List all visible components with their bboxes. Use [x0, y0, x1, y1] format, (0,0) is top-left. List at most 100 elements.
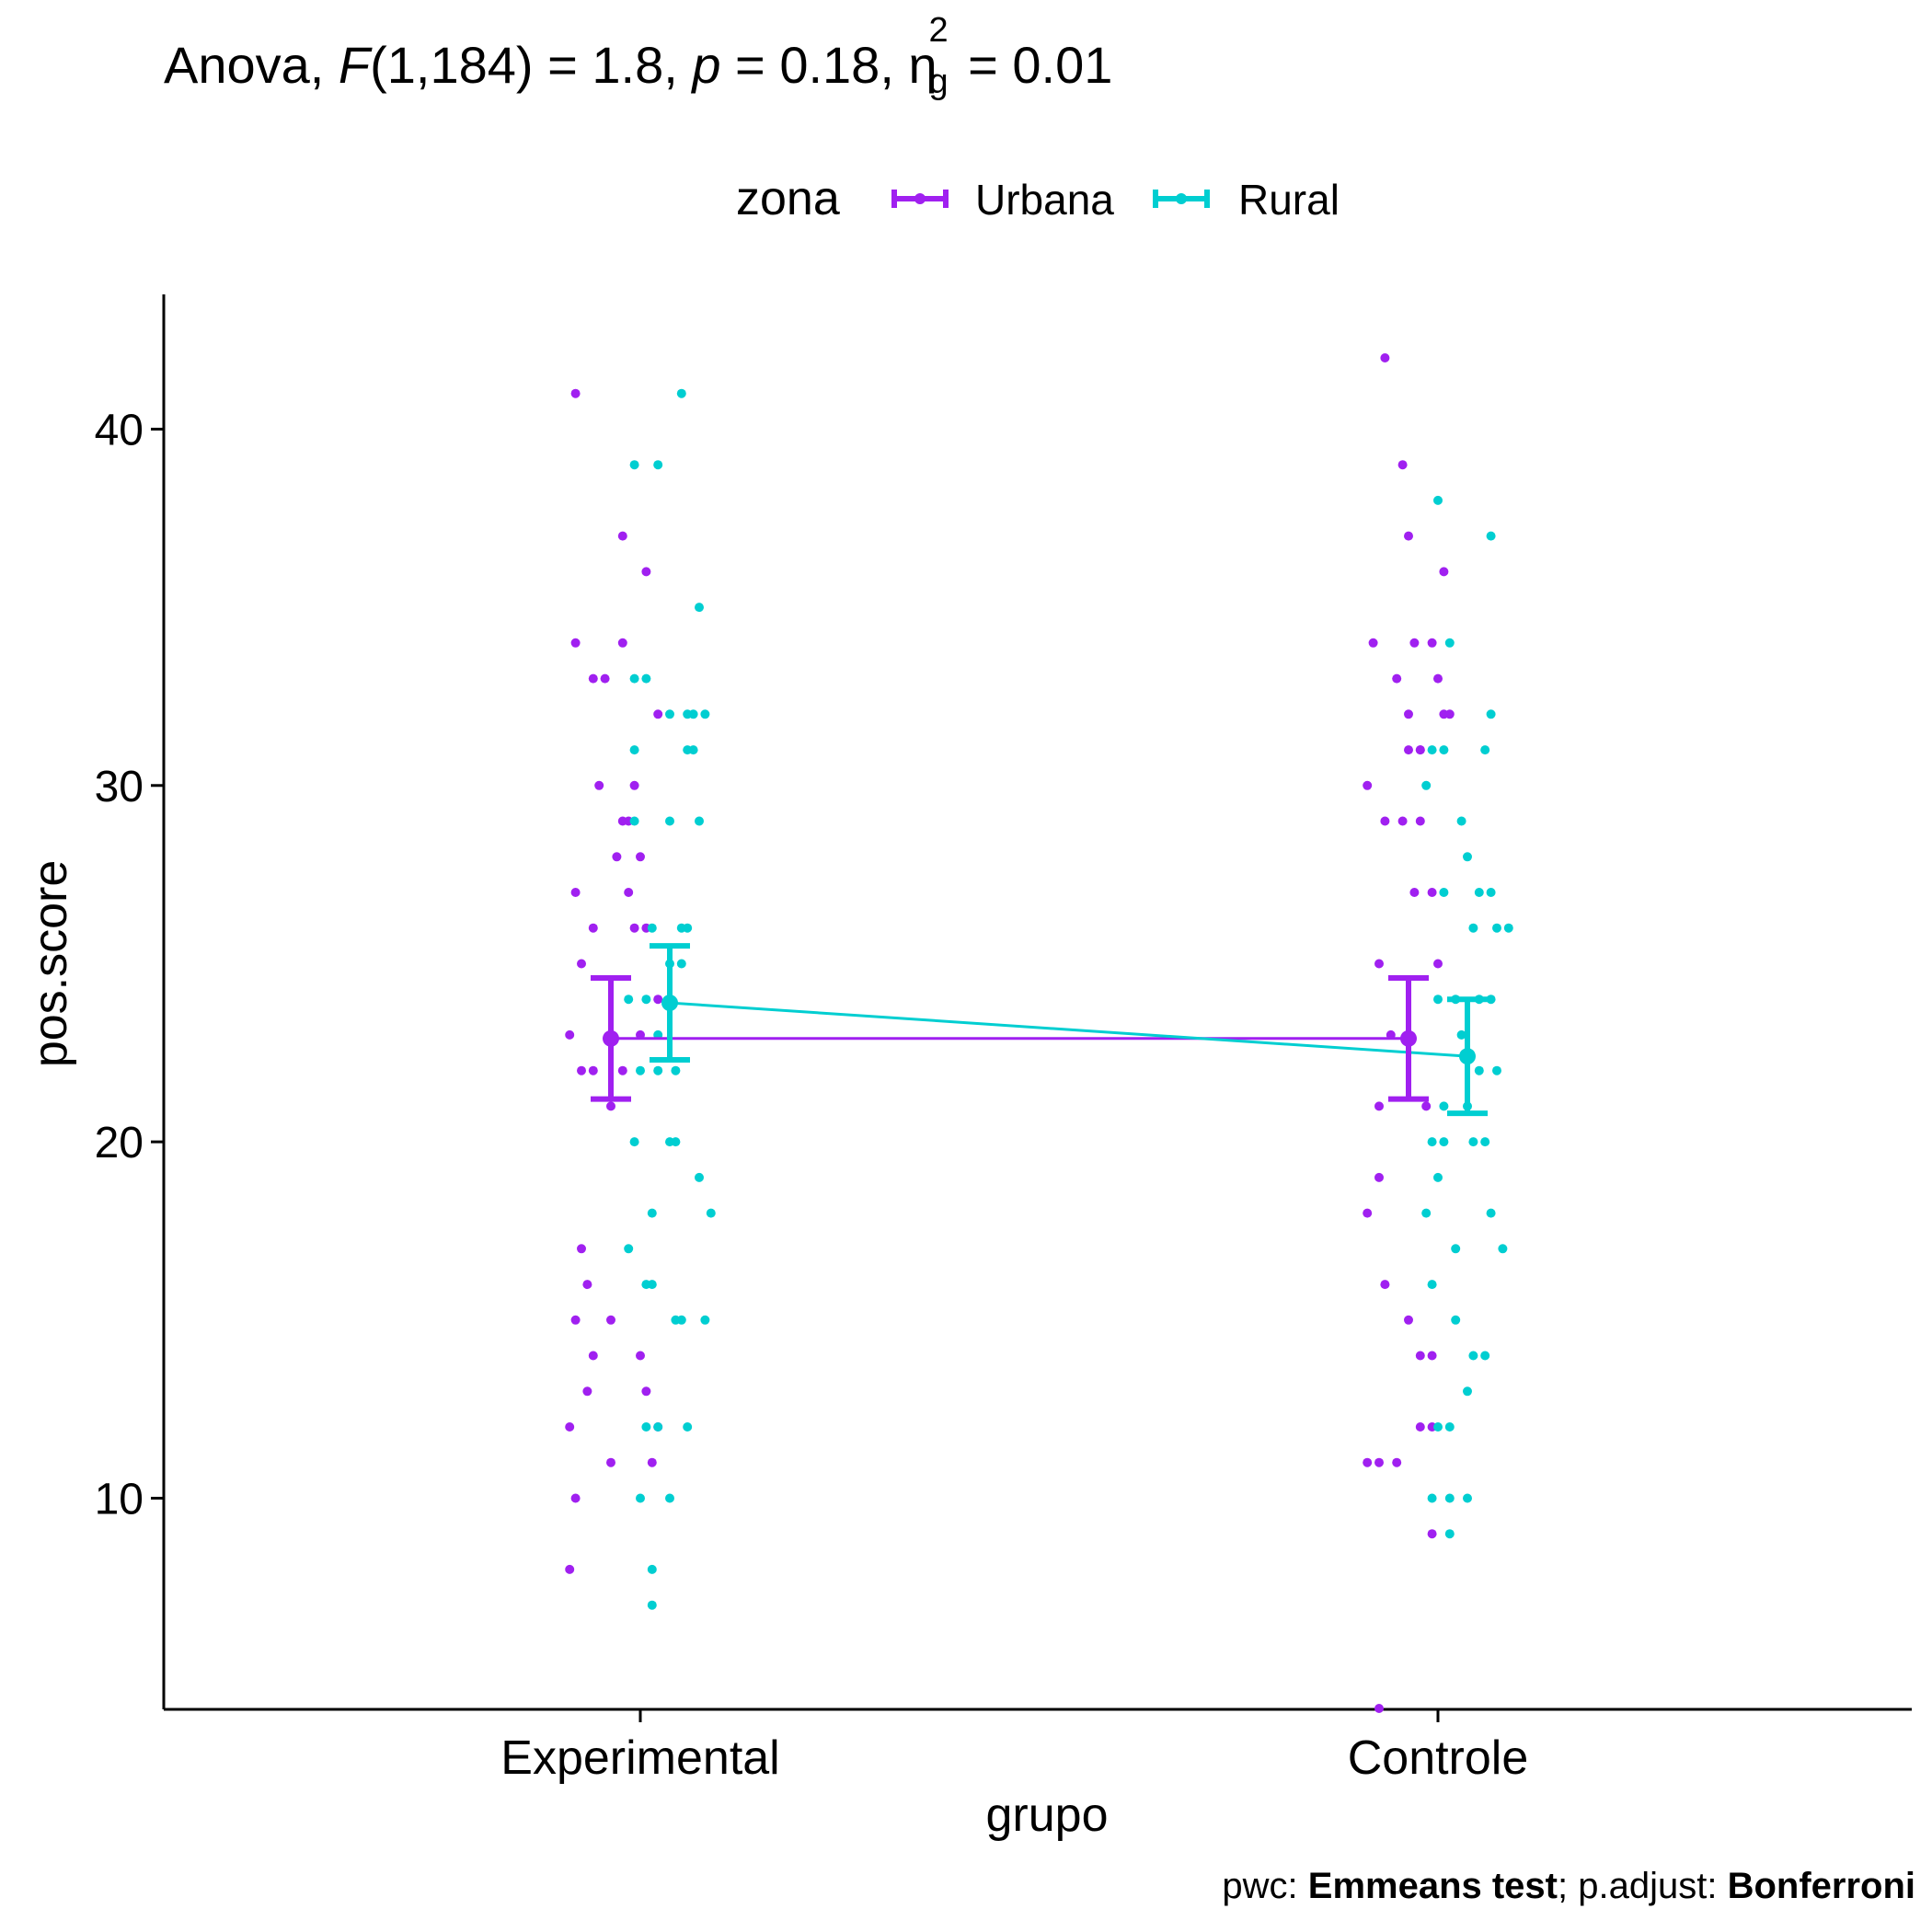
data-point-rural-controle-23: [1492, 1065, 1501, 1075]
mean-point-rural-experimental: [661, 995, 678, 1012]
data-point-rural-controle-12: [1474, 888, 1484, 897]
data-point-rural-experimental-43: [700, 709, 710, 719]
data-point-urbana-controle-1: [1397, 460, 1408, 470]
caption-pwc-label: pwc:: [1222, 1866, 1308, 1906]
x-tick-label-controle: Controle: [1348, 1731, 1529, 1785]
data-point-urbana-controle-17: [1374, 959, 1384, 969]
mean-point-rural-controle: [1459, 1048, 1476, 1065]
data-point-rural-controle-6: [1439, 888, 1449, 897]
data-point-urbana-experimental-10: [570, 888, 581, 897]
data-point-urbana-controle-36: [1374, 1704, 1384, 1713]
data-point-urbana-experimental-33: [570, 1493, 581, 1503]
data-point-urbana-controle-2: [1404, 531, 1413, 541]
data-point-rural-controle-41: [1444, 1493, 1455, 1503]
data-point-rural-controle-26: [1468, 1137, 1478, 1147]
data-point-rural-controle-8: [1468, 923, 1478, 933]
data-point-rural-controle-13: [1486, 888, 1496, 897]
legend-label-urbana: Urbana: [975, 176, 1114, 224]
data-point-rural-controle-16: [1433, 995, 1443, 1005]
data-point-rural-experimental-16: [624, 995, 634, 1005]
data-point-urbana-experimental-12: [629, 923, 639, 933]
data-point-rural-experimental-7: [665, 709, 674, 719]
title-p-symbol: p: [692, 36, 721, 94]
data-point-rural-experimental-5: [641, 673, 651, 684]
x-tick-label-experimental: Experimental: [500, 1731, 779, 1785]
data-point-urbana-experimental-13: [577, 959, 586, 969]
data-point-rural-controle-32: [1427, 1280, 1437, 1290]
title-f-args: (1,184) = 1.8,: [370, 36, 693, 94]
data-point-urbana-experimental-14: [612, 852, 622, 862]
data-point-rural-controle-39: [1444, 1422, 1455, 1432]
data-point-rural-experimental-38: [665, 1493, 674, 1503]
data-point-rural-controle-4: [1421, 780, 1432, 790]
caption-pwc-value: Emmeans test: [1307, 1866, 1558, 1906]
data-point-rural-experimental-42: [688, 745, 698, 755]
data-point-rural-controle-29: [1421, 1208, 1432, 1218]
data-point-rural-controle-34: [1451, 1315, 1461, 1325]
data-point-rural-controle-10: [1486, 709, 1496, 719]
data-point-urbana-experimental-2: [570, 638, 581, 648]
data-point-rural-controle-11: [1463, 852, 1472, 862]
data-point-urbana-controle-6: [1409, 638, 1420, 648]
data-point-urbana-controle-26: [1380, 1280, 1390, 1290]
data-point-urbana-controle-13: [1415, 745, 1425, 755]
data-point-rural-controle-42: [1463, 1493, 1472, 1503]
mean-point-urbana-controle: [1400, 1029, 1417, 1047]
data-point-rural-experimental-10: [629, 816, 639, 826]
data-point-rural-controle-33: [1451, 1244, 1461, 1254]
data-point-urbana-controle-27: [1404, 1315, 1413, 1325]
data-point-rural-controle-5: [1486, 531, 1496, 541]
data-point-urbana-controle-11: [1397, 816, 1408, 826]
data-point-rural-experimental-36: [683, 1422, 693, 1432]
data-point-rural-controle-19: [1486, 995, 1496, 1005]
data-point-urbana-controle-9: [1433, 673, 1443, 684]
mean-line-rural: [669, 1001, 1468, 1058]
data-point-rural-controle-30: [1486, 1208, 1496, 1218]
y-tick-label-40: 40: [95, 406, 144, 454]
data-point-rural-controle-2: [1439, 745, 1449, 755]
legend-title: zona: [736, 172, 840, 225]
data-point-urbana-experimental-8: [594, 780, 604, 790]
data-point-rural-experimental-44: [636, 1065, 645, 1075]
data-point-urbana-experimental-16: [565, 1029, 575, 1040]
data-point-rural-controle-3: [1444, 638, 1455, 648]
data-point-urbana-experimental-29: [582, 1386, 592, 1397]
data-point-urbana-experimental-25: [570, 1315, 581, 1325]
data-point-rural-controle-43: [1444, 1529, 1455, 1539]
data-point-urbana-experimental-39: [588, 923, 598, 933]
data-point-rural-controle-28: [1433, 1172, 1443, 1182]
data-point-urbana-experimental-18: [577, 1065, 586, 1075]
data-point-urbana-controle-14: [1363, 780, 1373, 790]
data-point-urbana-controle-4: [1368, 638, 1378, 648]
data-point-rural-experimental-34: [641, 1422, 651, 1432]
data-point-urbana-controle-23: [1421, 1101, 1432, 1111]
caption: pwc: Emmeans test; p.adjust: Bonferroni: [1222, 1866, 1915, 1907]
data-point-rural-controle-25: [1439, 1137, 1449, 1147]
data-point-rural-experimental-45: [653, 1065, 663, 1075]
data-point-urbana-experimental-1: [617, 531, 627, 541]
legend-key-rural: [1153, 190, 1210, 208]
data-point-rural-experimental-28: [624, 1244, 634, 1254]
data-point-rural-controle-40: [1427, 1493, 1437, 1503]
data-point-rural-experimental-39: [647, 1564, 657, 1574]
data-point-rural-controle-35: [1468, 1351, 1478, 1361]
y-tick-label-10: 10: [95, 1475, 144, 1524]
data-point-urbana-experimental-34: [606, 1457, 615, 1467]
data-point-urbana-experimental-4: [641, 567, 651, 577]
data-point-urbana-controle-32: [1374, 1457, 1384, 1467]
data-point-rural-experimental-21: [671, 1065, 681, 1075]
data-point-rural-controle-31: [1498, 1244, 1508, 1254]
data-point-rural-experimental-35: [653, 1422, 663, 1432]
data-point-rural-experimental-25: [647, 1208, 657, 1218]
data-point-rural-controle-24: [1427, 1137, 1437, 1147]
data-point-rural-experimental-30: [647, 1280, 657, 1290]
data-point-urbana-controle-24: [1374, 1172, 1384, 1182]
data-point-rural-controle-15: [1492, 923, 1501, 933]
data-point-urbana-controle-30: [1415, 1422, 1425, 1432]
data-point-rural-controle-37: [1463, 1386, 1472, 1397]
title-eta-sup: 2: [928, 11, 949, 50]
title-eta-value: = 0.01: [953, 36, 1113, 94]
data-point-rural-experimental-12: [695, 816, 704, 826]
